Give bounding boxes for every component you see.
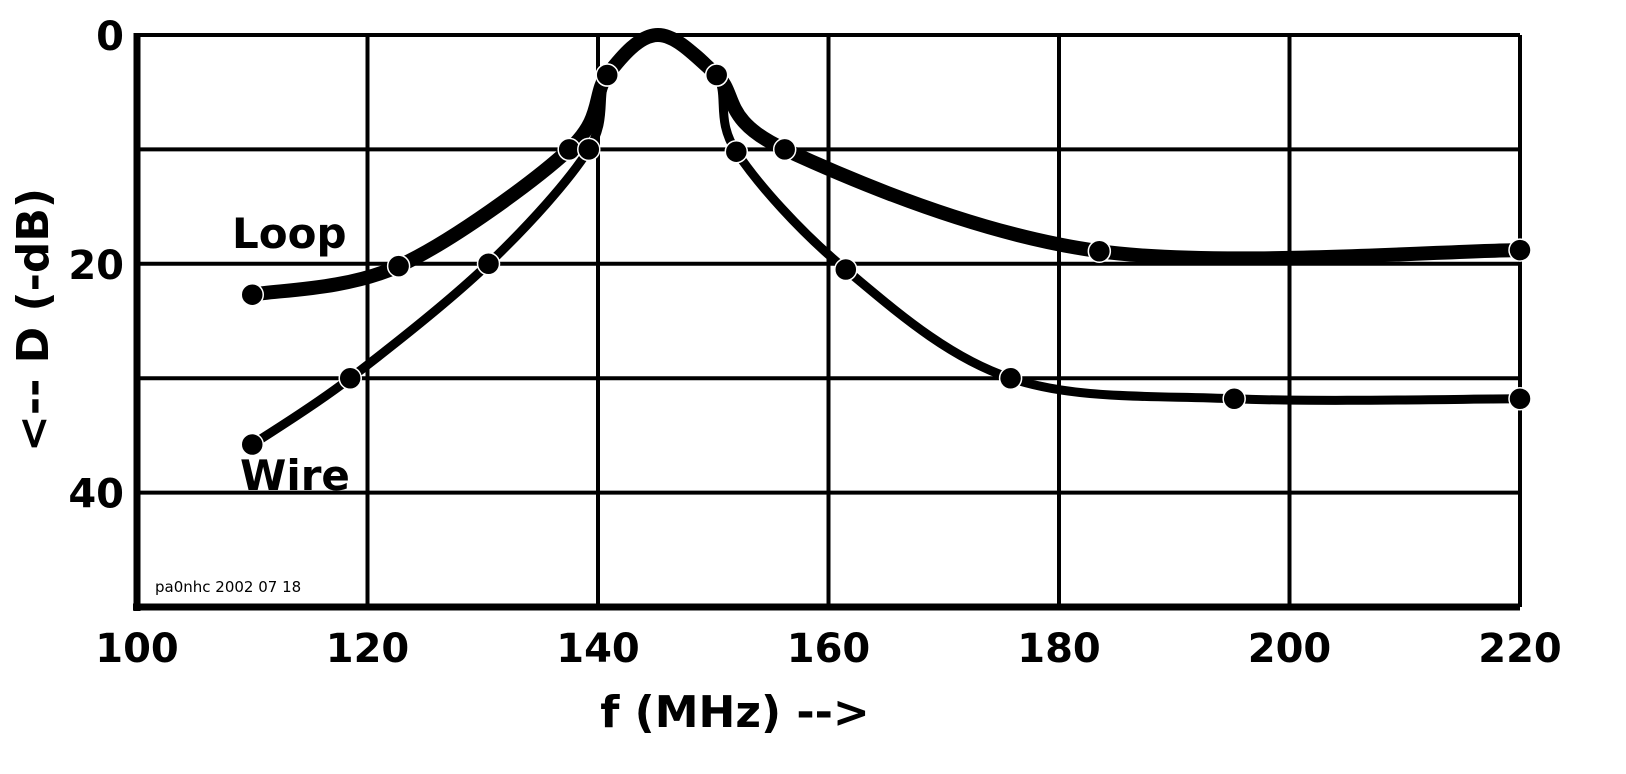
data-point-wire xyxy=(704,63,729,87)
data-point-wire xyxy=(240,432,264,457)
y-axis-title: <-- D (-dB) xyxy=(8,188,59,452)
grid xyxy=(135,33,1522,609)
data-point-wire xyxy=(1508,387,1532,411)
data-point-wire xyxy=(595,63,619,87)
x-tick-label: 100 xyxy=(95,626,179,672)
series-line-loop xyxy=(245,28,1527,302)
series-lines xyxy=(245,28,1527,450)
x-tick-label: 140 xyxy=(556,626,640,672)
data-point-wire xyxy=(834,257,858,282)
data-point-wire xyxy=(724,139,749,164)
y-tick-label: 40 xyxy=(68,472,124,518)
data-point-wire xyxy=(998,366,1023,390)
data-point-loop xyxy=(772,137,797,162)
y-tick-labels: 0 20 40 xyxy=(68,14,124,518)
data-point-loop xyxy=(1508,238,1532,262)
x-tick-label: 200 xyxy=(1248,626,1332,672)
x-axis-title: f (MHz) --> xyxy=(600,687,870,738)
y-tick-label: 20 xyxy=(68,243,124,289)
data-point-loop xyxy=(1087,239,1112,263)
data-point-wire xyxy=(577,137,601,162)
data-point-wire xyxy=(1222,387,1246,411)
data-point-loop xyxy=(240,282,264,307)
data-markers xyxy=(240,63,1532,457)
x-tick-label: 120 xyxy=(326,626,410,672)
x-tick-label: 180 xyxy=(1017,626,1101,672)
series-label-wire: Wire xyxy=(240,451,350,500)
credit-text: pa0nhc 2002 07 18 xyxy=(155,578,301,596)
data-point-wire xyxy=(476,252,501,276)
plot-frame xyxy=(133,33,1520,611)
data-point-loop xyxy=(557,137,581,162)
series-label-loop: Loop xyxy=(232,209,347,258)
data-point-loop xyxy=(386,254,411,278)
data-point-wire xyxy=(338,366,362,390)
x-tick-label: 160 xyxy=(787,626,871,672)
x-tick-labels: 100 120 140 160 180 200 220 xyxy=(95,626,1562,672)
x-tick-label: 220 xyxy=(1478,626,1562,672)
y-tick-label: 0 xyxy=(96,14,124,60)
